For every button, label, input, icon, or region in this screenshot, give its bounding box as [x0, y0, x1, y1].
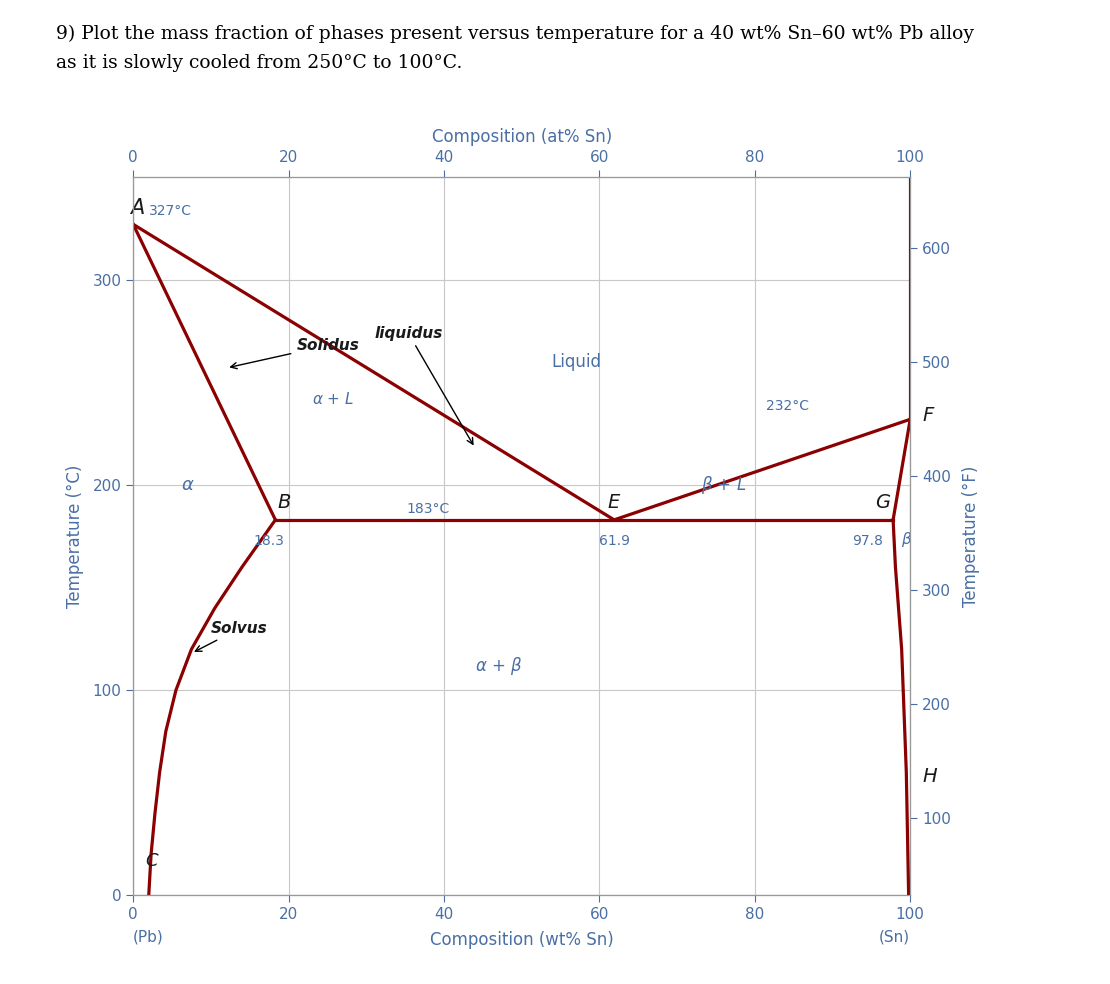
Text: $\it{B}$: $\it{B}$: [278, 493, 291, 512]
Text: 61.9: 61.9: [598, 534, 629, 548]
Text: 18.3: 18.3: [253, 534, 284, 548]
Text: 97.8: 97.8: [852, 534, 882, 548]
Text: $\it{E}$: $\it{E}$: [607, 493, 622, 512]
Text: $\beta$ + $L$: $\beta$ + $L$: [702, 474, 746, 496]
Text: $\alpha$ + $L$: $\alpha$ + $L$: [312, 391, 354, 406]
Text: (Pb): (Pb): [133, 930, 164, 945]
Text: $\alpha$ + $\beta$: $\alpha$ + $\beta$: [475, 654, 522, 677]
Text: $\it{C}$: $\it{C}$: [144, 851, 160, 870]
Text: $\it{H}$: $\it{H}$: [921, 767, 938, 786]
Y-axis label: Temperature (°C): Temperature (°C): [67, 464, 84, 608]
X-axis label: Composition (wt% Sn): Composition (wt% Sn): [430, 931, 614, 949]
Text: $\it{F}$: $\it{F}$: [921, 405, 936, 425]
Text: Liquid: Liquid: [551, 353, 602, 371]
X-axis label: Composition (at% Sn): Composition (at% Sn): [432, 128, 612, 146]
Text: Solidus: Solidus: [231, 338, 360, 369]
Y-axis label: Temperature (°F): Temperature (°F): [962, 465, 980, 607]
Text: 232°C: 232°C: [766, 400, 809, 413]
Text: as it is slowly cooled from 250°C to 100°C.: as it is slowly cooled from 250°C to 100…: [56, 54, 462, 72]
Text: 9) Plot the mass fraction of phases present versus temperature for a 40 wt% Sn–6: 9) Plot the mass fraction of phases pres…: [56, 25, 973, 43]
Text: 327°C: 327°C: [149, 204, 192, 218]
Text: liquidus: liquidus: [374, 326, 473, 445]
Text: $\alpha$: $\alpha$: [181, 476, 194, 494]
Text: Solvus: Solvus: [195, 621, 268, 651]
Text: $\it{G}$: $\it{G}$: [876, 493, 891, 512]
Text: $\beta$: $\beta$: [901, 530, 912, 549]
Text: $\it{A}$: $\it{A}$: [129, 198, 145, 218]
Text: (Sn): (Sn): [879, 930, 910, 945]
Text: 183°C: 183°C: [407, 502, 450, 516]
